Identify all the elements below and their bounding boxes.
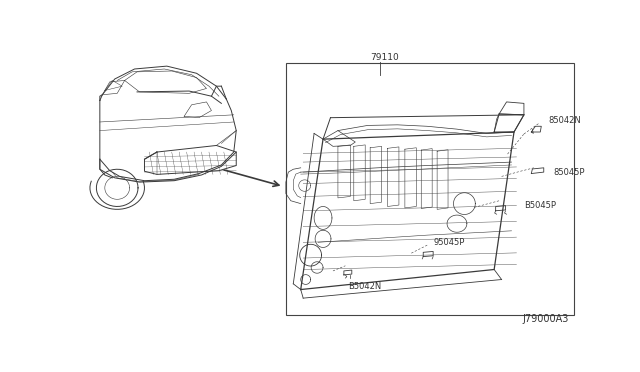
- Bar: [286, 63, 573, 315]
- Text: B5042N: B5042N: [349, 282, 382, 291]
- Text: 85042N: 85042N: [548, 116, 582, 125]
- Text: B5045P: B5045P: [524, 201, 556, 209]
- Text: 85045P: 85045P: [554, 168, 585, 177]
- Text: 95045P: 95045P: [434, 238, 465, 247]
- Text: 79110: 79110: [371, 53, 399, 62]
- Text: J79000A3: J79000A3: [522, 314, 568, 324]
